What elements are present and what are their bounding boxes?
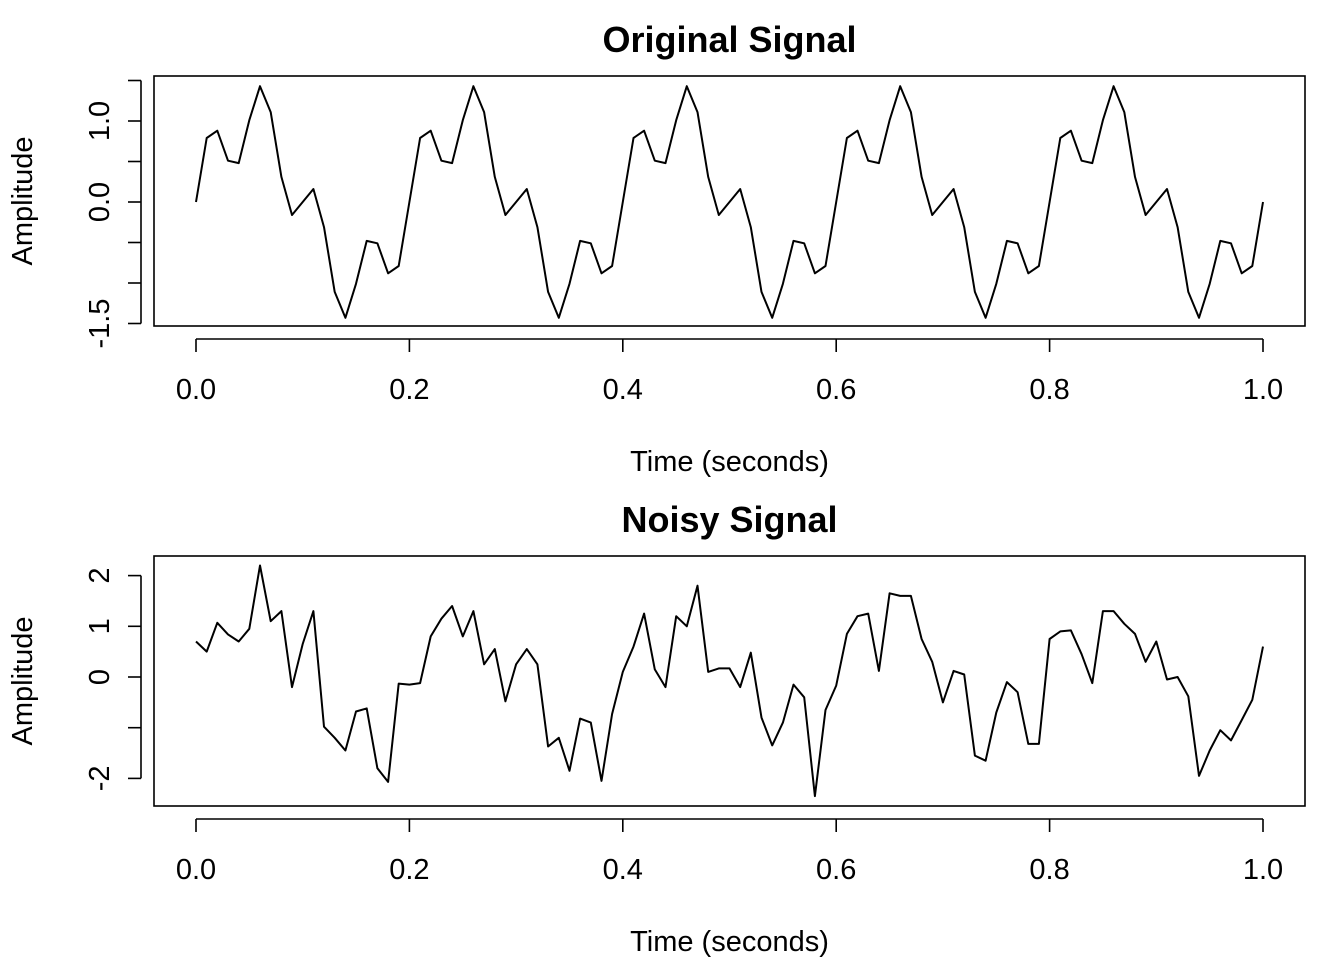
chart-title: Original Signal [602, 19, 856, 60]
y-tick-label: 0.0 [84, 182, 116, 222]
x-tick-label: 0.0 [176, 374, 216, 406]
chart-title: Noisy Signal [621, 499, 837, 540]
plot-frame [153, 555, 1306, 807]
panel-2: Noisy Signal 0.0 0.2 0.4 0.6 0.8 1.0 Time (seco… [7, 499, 1306, 958]
series-line [195, 85, 1264, 319]
x-tick-label: 0.8 [1029, 374, 1069, 406]
plot-frame [153, 75, 1306, 327]
x-tick-label: 0.2 [389, 374, 429, 406]
y-tick-label: -2 [84, 766, 116, 792]
x-tick-label: 0.0 [176, 854, 216, 886]
y-axis-label: Amplitude [7, 137, 39, 266]
x-tick-label: 0.6 [816, 854, 856, 886]
y-tick-label: 1.0 [84, 101, 116, 141]
y-tick-label: 2 [84, 568, 116, 584]
panel-1: Original Signal 0.0 0.2 0.4 0.6 0.8 1.0 Time (s… [7, 19, 1306, 478]
x-axis-label: Time (seconds) [630, 446, 829, 478]
x-axis-label: Time (seconds) [630, 926, 829, 958]
x-tick-label: 0.8 [1029, 854, 1069, 886]
x-tick-label: 0.4 [603, 854, 643, 886]
x-tick-label: 1.0 [1243, 374, 1283, 406]
y-tick-label: 0 [84, 669, 116, 685]
y-axis-label: Amplitude [7, 617, 39, 746]
y-tick-label: -1.5 [84, 299, 116, 349]
x-tick-label: 0.2 [389, 854, 429, 886]
x-tick-label: 1.0 [1243, 854, 1283, 886]
y-tick-label: 1 [84, 618, 116, 634]
x-tick-label: 0.4 [603, 374, 643, 406]
series-line [195, 564, 1264, 798]
x-tick-label: 0.6 [816, 374, 856, 406]
